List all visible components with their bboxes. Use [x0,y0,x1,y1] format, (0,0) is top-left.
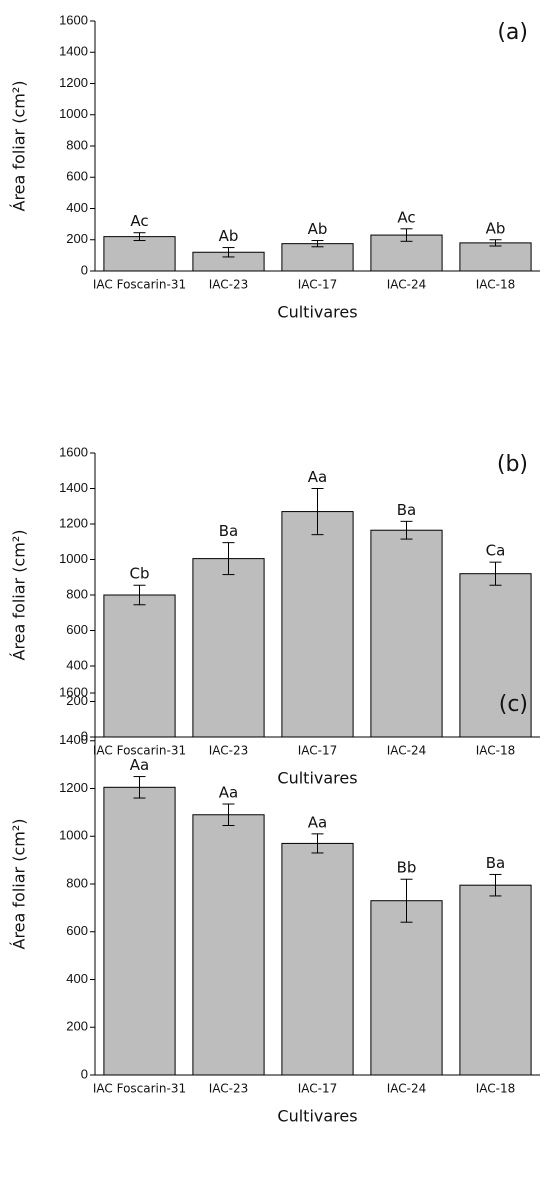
y-tick-label: 1200 [59,75,88,90]
significance-letter: Ba [219,522,238,540]
y-tick-label: 1200 [59,515,88,530]
panel-title: (b) [497,452,528,477]
x-tick-label: IAC-24 [387,278,427,292]
panel-title: (a) [497,20,528,45]
y-tick-label: 400 [66,971,88,986]
y-tick-label: 600 [66,622,88,637]
y-tick-label: 600 [66,923,88,938]
significance-letter: Ca [486,542,506,560]
y-tick-label: 800 [66,875,88,890]
bar [281,243,354,272]
y-tick-label: 1000 [59,828,88,843]
bar [370,529,443,738]
bar [459,884,532,1076]
y-tick-label: 1600 [59,684,88,699]
y-tick-label: 800 [66,586,88,601]
bar [459,242,532,272]
bar [459,573,532,738]
significance-letter: Ac [130,212,148,230]
y-tick-label: 1600 [59,444,88,459]
x-axis-label: Cultivares [277,303,357,322]
x-tick-label: IAC-18 [476,744,516,758]
y-tick-label: 1000 [59,106,88,121]
bar [281,842,354,1076]
y-tick-label: 1000 [59,551,88,566]
y-tick-label: 200 [66,693,88,708]
bar [103,236,176,272]
significance-letter: Aa [130,756,149,774]
significance-letter: Bb [397,859,417,877]
significance-letter: Ac [397,208,415,226]
bar [103,594,176,738]
significance-letter: Aa [308,813,327,831]
y-tick-label: 1400 [59,480,88,495]
x-tick-label: IAC-17 [298,278,338,292]
x-tick-label: IAC-23 [209,1082,249,1096]
x-axis-label: Cultivares [277,1107,357,1126]
x-tick-label: IAC-24 [387,1082,427,1096]
y-tick-label: 1400 [59,44,88,59]
x-tick-label: IAC-17 [298,1082,338,1096]
y-tick-label: 200 [66,231,88,246]
significance-letter: Cb [130,565,150,583]
y-tick-label: 1600 [59,12,88,27]
significance-letter: Ba [486,854,505,872]
significance-letter: Ab [486,219,506,237]
y-axis-label: Área foliar (cm²) [10,819,29,950]
bar [370,900,443,1076]
y-axis-label: Área foliar (cm²) [10,81,29,212]
bar [192,814,265,1076]
significance-letter: Aa [219,784,238,802]
x-tick-label: IAC Foscarin-31 [93,744,186,758]
bar [281,511,354,738]
bar [192,558,265,738]
x-tick-label: IAC-24 [387,744,427,758]
x-axis-label: Cultivares [277,769,357,788]
y-tick-label: 200 [66,1019,88,1034]
x-tick-label: IAC-18 [476,278,516,292]
significance-letter: Aa [308,468,327,486]
x-tick-label: IAC-17 [298,744,338,758]
significance-letter: Ab [308,220,328,238]
y-tick-label: 0 [81,262,88,277]
y-tick-label: 0 [81,1066,88,1081]
y-tick-label: 400 [66,200,88,215]
y-tick-label: 800 [66,137,88,152]
y-axis-label: Área foliar (cm²) [10,530,29,661]
y-tick-label: 0 [81,728,88,743]
y-tick-label: 400 [66,657,88,672]
x-tick-label: IAC Foscarin-31 [93,278,186,292]
bar [103,786,176,1076]
significance-letter: Ba [397,501,416,519]
y-tick-label: 1200 [59,780,88,795]
x-tick-label: IAC-18 [476,1082,516,1096]
panel-title: (c) [499,692,528,717]
y-tick-label: 1400 [59,732,88,747]
x-tick-label: IAC Foscarin-31 [93,1082,186,1096]
significance-letter: Ab [219,227,239,245]
x-tick-label: IAC-23 [209,278,249,292]
x-tick-label: IAC-23 [209,744,249,758]
y-tick-label: 600 [66,169,88,184]
